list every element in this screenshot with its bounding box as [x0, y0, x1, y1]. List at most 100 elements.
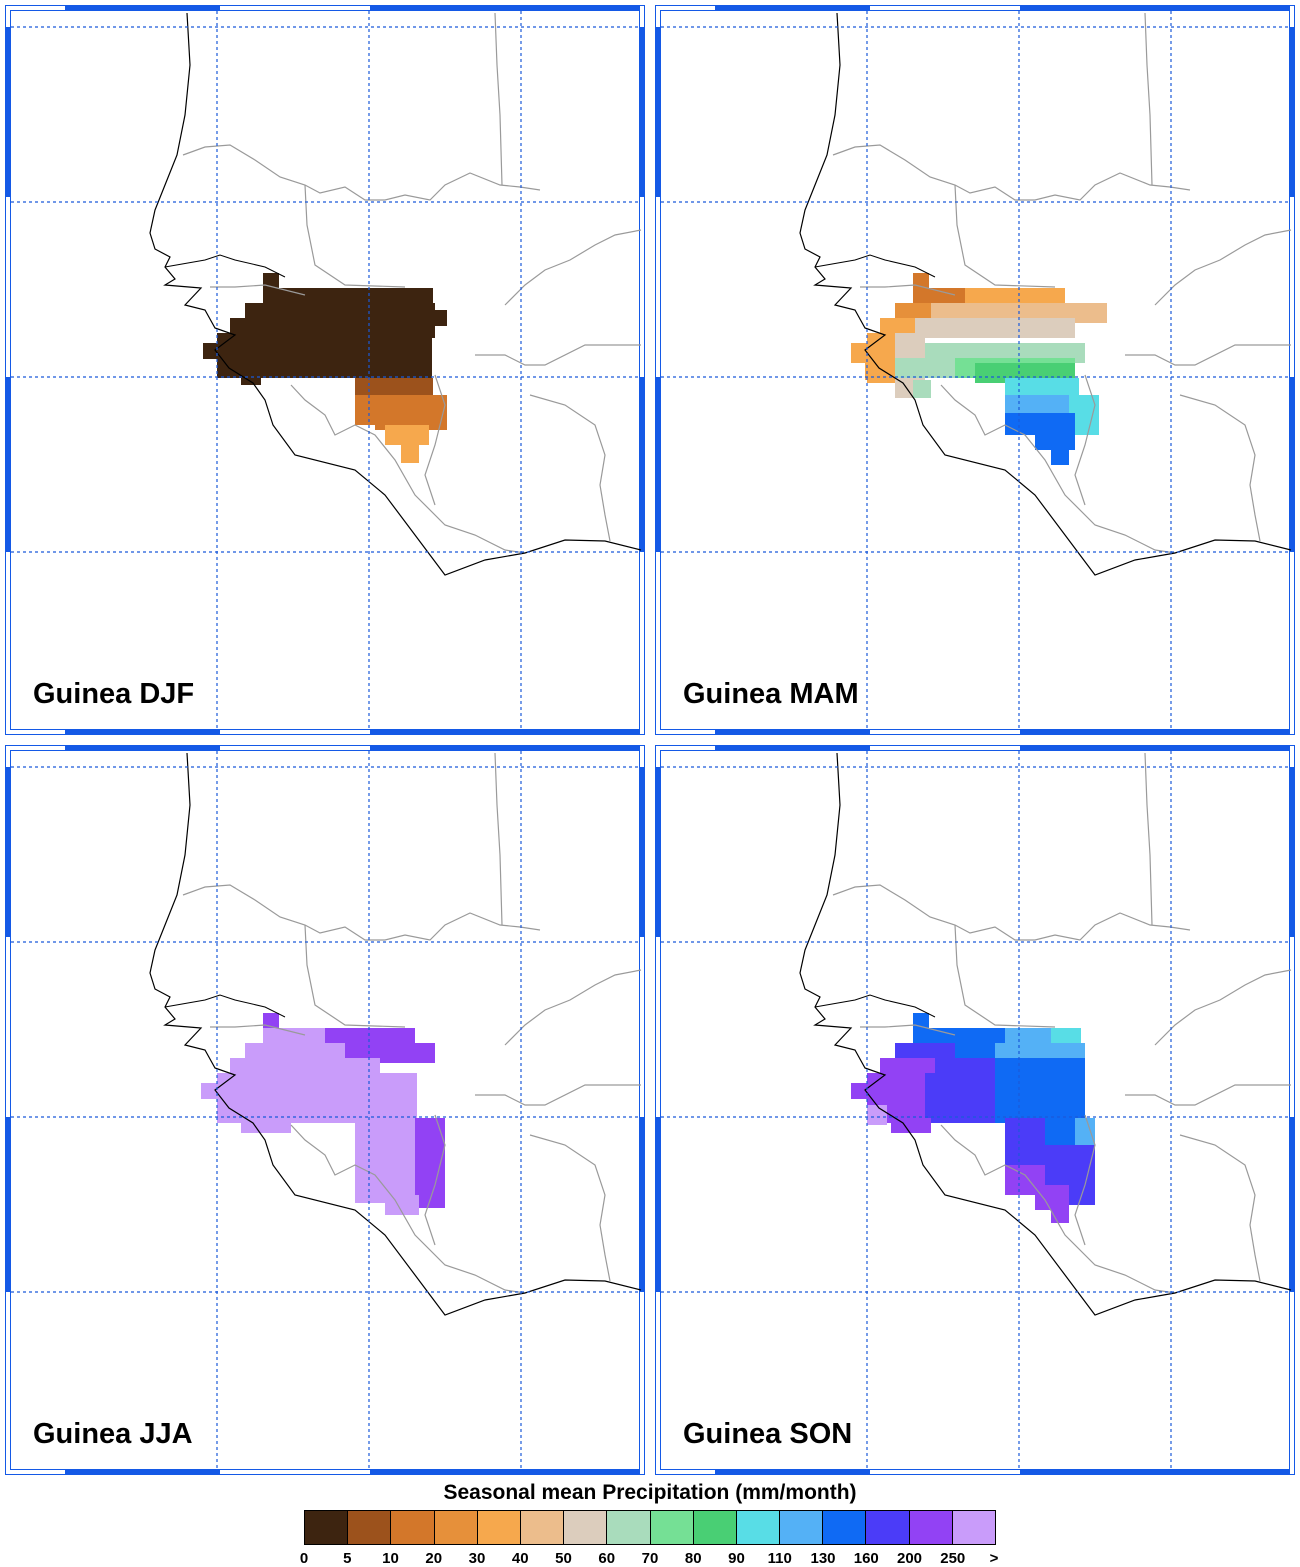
colorbar-swatch: [780, 1511, 824, 1544]
frame-tick-bar: [639, 767, 645, 937]
precip-cell: [241, 373, 261, 385]
country-border: [940, 1124, 1176, 1294]
panel-outer-frame: [655, 745, 1295, 1475]
precip-cell: [401, 443, 419, 463]
precip-cell: [895, 358, 955, 378]
coastline: [799, 12, 1292, 576]
frame-tick-bar: [715, 1469, 870, 1475]
colorbar-label: 30: [468, 1550, 486, 1567]
colorbar-label: 10: [382, 1550, 399, 1567]
colorbar-label: >: [989, 1550, 999, 1567]
country-border: [1154, 969, 1292, 1046]
panel-inner-frame: [10, 10, 640, 730]
precip-cell: [867, 1105, 887, 1125]
colorbar-swatch: [823, 1511, 867, 1544]
colorbar-label: 80: [684, 1550, 702, 1567]
frame-tick-bar: [5, 377, 11, 552]
panel-son: Guinea SON: [655, 745, 1295, 1475]
colorbar-label: 20: [425, 1550, 443, 1567]
frame-tick-bar: [639, 1117, 645, 1292]
country-border: [290, 1124, 526, 1294]
map-canvas: Guinea DJF: [5, 5, 645, 735]
colorbar-label: 250: [940, 1550, 966, 1567]
colorbar-label: 0: [299, 1550, 309, 1567]
river-estuary: [164, 254, 286, 278]
coastline: [149, 752, 642, 1316]
map-canvas: Guinea MAM: [655, 5, 1295, 735]
colorbar-label: 50: [555, 1550, 572, 1567]
country-border: [1125, 1084, 1291, 1106]
country-border: [424, 374, 446, 506]
country-border: [940, 384, 1176, 554]
colorbar-swatch: [434, 1511, 478, 1544]
country-border: [1125, 344, 1291, 366]
precip-cell: [925, 1073, 1005, 1123]
country-border: [1179, 1134, 1261, 1282]
country-border: [1154, 229, 1292, 306]
colorbar-label: 40: [511, 1550, 529, 1567]
colorbar-label: 160: [853, 1550, 879, 1567]
frame-tick-bar: [65, 1469, 220, 1475]
frame-tick-bar: [1020, 5, 1290, 11]
precip-cell: [385, 425, 429, 445]
frame-tick-bar: [65, 5, 220, 11]
map-canvas: Guinea SON: [655, 745, 1295, 1475]
colorbar-swatch: [650, 1511, 694, 1544]
coastline: [149, 12, 642, 576]
colorbar-swatch: [477, 1511, 521, 1544]
precip-cell: [1051, 1205, 1069, 1223]
river-estuary: [164, 994, 286, 1018]
panel-outer-frame: [5, 745, 645, 1475]
frame-tick-bar: [639, 377, 645, 552]
frame-tick-bar: [5, 1117, 11, 1292]
colorbar-swatch: [909, 1511, 953, 1544]
colorbar-title: Seasonal mean Precipitation (mm/month): [443, 1481, 857, 1504]
colorbar-label: 5: [343, 1550, 352, 1567]
colorbar-label: 70: [641, 1550, 659, 1567]
precip-cell: [1005, 413, 1075, 435]
panel-mam: Guinea MAM: [655, 5, 1295, 735]
precip-cell: [1045, 1118, 1075, 1148]
precip-cell: [895, 380, 913, 398]
colorbar-label: 90: [728, 1550, 745, 1567]
country-border: [290, 384, 526, 554]
country-border: [304, 184, 406, 288]
country-border: [832, 884, 1191, 941]
panel-djf: Guinea DJF: [5, 5, 645, 735]
panel-title: Guinea SON: [683, 1418, 852, 1450]
precip-cell: [1005, 395, 1079, 415]
panel-title: Guinea MAM: [683, 678, 859, 710]
country-border: [1179, 394, 1261, 542]
frame-tick-bar: [639, 27, 645, 197]
frame-tick-bar: [1289, 767, 1295, 937]
colorbar-swatch: [348, 1511, 392, 1544]
country-border: [504, 229, 642, 306]
country-border: [494, 12, 503, 186]
panel-jja: Guinea JJA: [5, 745, 645, 1475]
country-border: [182, 144, 541, 201]
panel-outer-frame: [655, 5, 1295, 735]
country-border: [182, 884, 541, 941]
precip-cell: [995, 1073, 1085, 1123]
panel-title: Guinea JJA: [33, 1418, 193, 1450]
frame-tick-bar: [370, 5, 640, 11]
frame-tick-bar: [1020, 729, 1290, 735]
precip-cell: [1005, 378, 1079, 400]
colorbar-swatch: [866, 1511, 910, 1544]
frame-tick-bar: [1289, 377, 1295, 552]
country-border: [504, 969, 642, 1046]
frame-tick-bar: [655, 377, 661, 552]
frame-tick-bar: [655, 27, 661, 197]
country-border: [304, 924, 406, 1028]
frame-tick-bar: [65, 745, 220, 751]
country-border: [1144, 12, 1153, 186]
colorbar-swatch: [391, 1511, 435, 1544]
frame-tick-bar: [1020, 1469, 1290, 1475]
frame-tick-bar: [655, 767, 661, 937]
panel-title: Guinea DJF: [33, 678, 194, 710]
country-border: [424, 1114, 446, 1246]
country-border: [832, 144, 1191, 201]
precip-cell: [851, 1083, 871, 1099]
colorbar-swatch: [520, 1511, 565, 1544]
precip-cell: [355, 1118, 425, 1203]
